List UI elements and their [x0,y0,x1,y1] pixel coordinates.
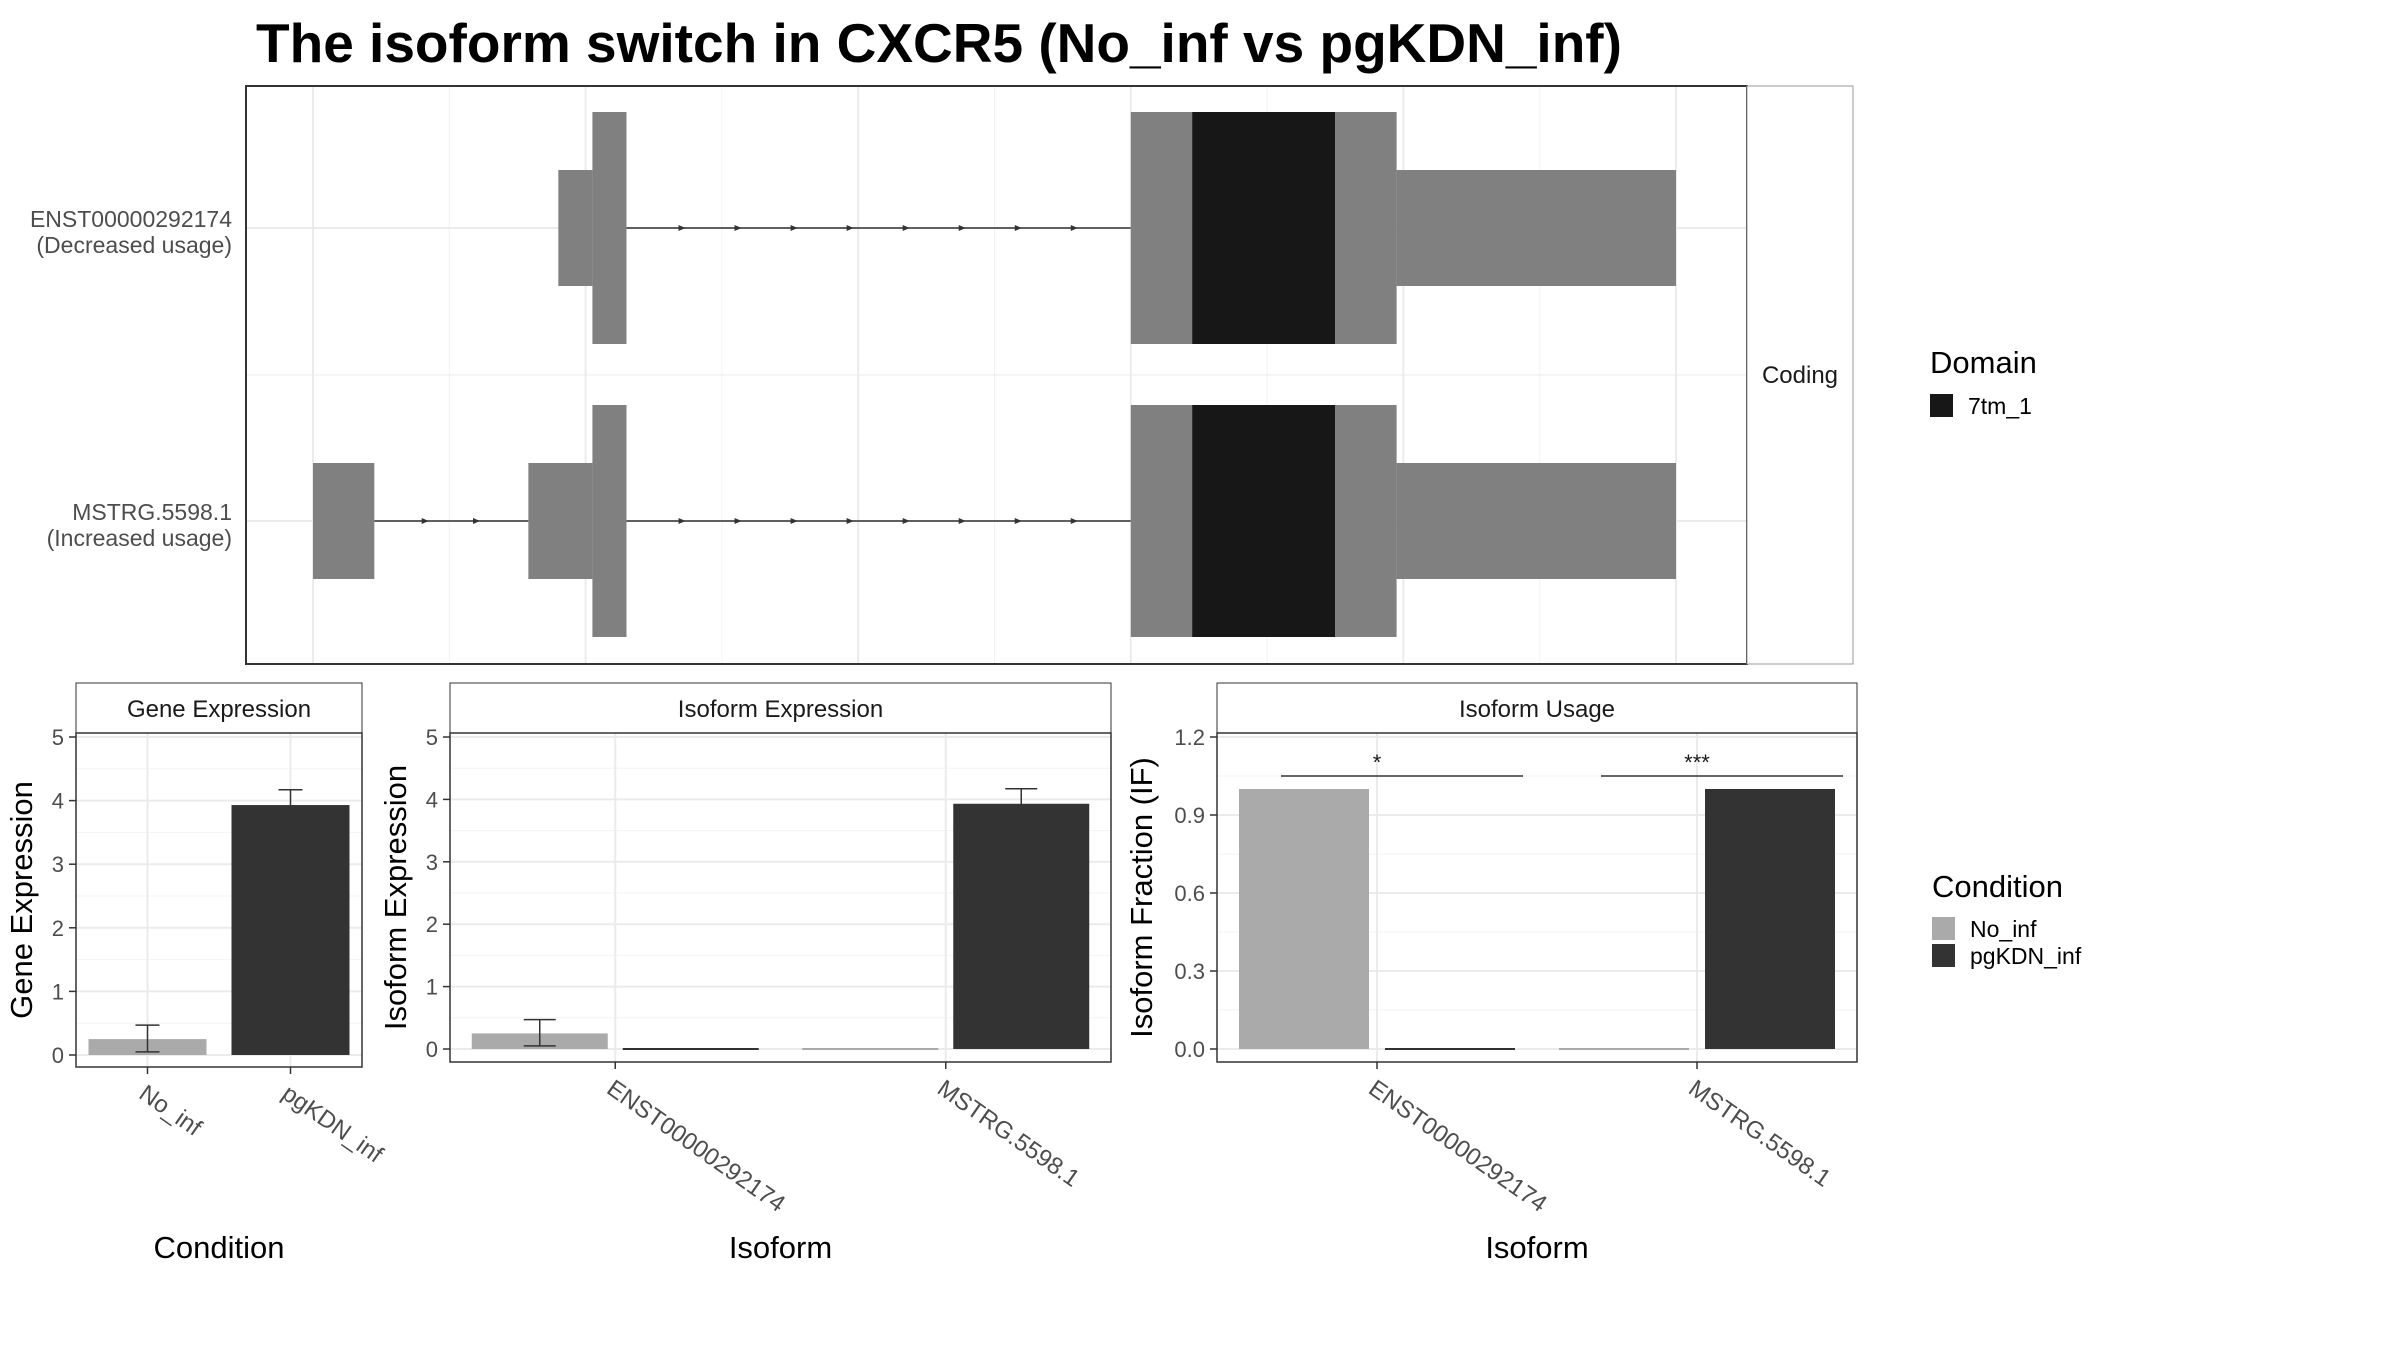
gene_expression-xlabel: Condition [154,1230,285,1265]
exon-block [592,405,627,637]
intron-arrow [958,518,966,524]
isoform_usage-ytick-label: 1.2 [1174,725,1205,750]
isoform_expression-ytick-label: 5 [426,725,438,750]
isoform_expression-ytick-label: 3 [426,850,438,875]
exon-block [1130,112,1193,344]
intron-arrow [846,225,854,231]
exon-block [592,112,627,344]
gene_expression-xtick-label: No_inf [134,1080,207,1142]
transcript-label: ENST00000292174 [30,206,232,232]
gene_expression-xtick-label: pgKDN_inf [277,1080,388,1169]
isoform_expression-strip-label: Isoform Expression [678,696,883,723]
isoform_usage-ytick-label: 0.3 [1174,959,1205,984]
exon-block [1335,405,1397,637]
intron-arrow [902,225,910,231]
isoform_expression-xtick-label: MSTRG.5598.1 [932,1075,1084,1193]
legend-domain: Domain 7tm_1 [1930,345,2037,419]
intron-arrow [902,518,910,524]
isoform_expression-ytick-label: 2 [426,912,438,937]
gene_expression-ytick-label: 2 [52,916,64,941]
isoform_expression-ylabel: Isoform Expression [378,765,413,1030]
isoform_usage-significance-label: *** [1684,750,1710,775]
isoform_usage-significance-label: * [1373,750,1382,775]
exon-block [558,170,593,286]
isoform_usage-ytick-label: 0.9 [1174,803,1205,828]
isoform_expression-xlabel: Isoform [729,1230,832,1265]
intron-arrow [734,225,742,231]
gene_expression-strip-label: Gene Expression [127,696,311,723]
chart-title: The isoform switch in CXCR5 (No_inf vs p… [256,12,1622,74]
isoform_usage-border [1216,732,1858,1063]
structure-strip [1746,85,1854,665]
legend-condition-label: No_inf [1970,916,2037,942]
gene_expression-border [75,732,363,1068]
domain-block [1192,405,1336,637]
transcript-usage-label: (Increased usage) [47,525,232,551]
gene_expression-ytick-label: 5 [52,725,64,750]
isoform_usage-bar [1239,789,1369,1049]
intron-arrow [734,518,742,524]
isoform_expression-xtick-label: ENST00000292174 [602,1075,790,1218]
gene_expression-strip [75,682,363,734]
structure-strip-label: Coding [1762,362,1838,389]
isoform_expression-ytick-label: 4 [426,787,438,812]
legend-condition-key [1932,944,1955,967]
isoform_usage-ytick-label: 0.6 [1174,881,1205,906]
isoform_usage-strip [1216,682,1858,734]
intron-arrow [473,518,481,524]
isoform_expression-bar [953,803,1090,1049]
isoform_usage-xlabel: Isoform [1485,1230,1588,1265]
isoform_usage-xtick-label: MSTRG.5598.1 [1684,1075,1836,1193]
gene_expression-ytick-label: 4 [52,789,64,814]
transcript-usage-label: (Decreased usage) [36,232,232,258]
intron-arrow [1070,225,1078,231]
gene_expression-panel: Gene Expression 0 1 2 3 4 5 No_inf pgKDN_inf Cond… [4,682,388,1265]
legend-condition-title: Condition [1932,869,2063,904]
intron-arrow [790,518,798,524]
transcript-label: MSTRG.5598.1 [72,499,232,525]
isoform_expression-ytick-label: 0 [426,1037,438,1062]
domain-block [1192,112,1336,344]
isoform_expression-ytick-label: 1 [426,975,438,1000]
intron-arrow [846,518,854,524]
exon-block [1396,463,1676,579]
intron-arrow [421,518,429,524]
legend-condition-key [1932,917,1955,940]
isoform_usage-strip-label: Isoform Usage [1459,696,1615,723]
intron-arrow [1014,225,1022,231]
intron-arrow [790,225,798,231]
legend-domain-title: Domain [1930,345,2037,380]
gene_expression-ytick-label: 0 [52,1043,64,1068]
isoform_usage-ylabel: Isoform Fraction (IF) [1124,757,1159,1038]
intron-arrow [678,518,686,524]
gene_expression-ylabel: Gene Expression [4,781,39,1019]
isoform_usage-xtick-label: ENST00000292174 [1364,1075,1552,1218]
exon-block [1335,112,1397,344]
intron-arrow [1070,518,1078,524]
gene_expression-ytick-label: 1 [52,979,64,1004]
isoform_usage-ytick-label: 0.0 [1174,1037,1205,1062]
isoform_expression-border [449,732,1112,1063]
isoform_expression-panel: Isoform Expression 0 1 2 3 4 5 ENST00000292174 M… [378,682,1112,1265]
legend-domain-label: 7tm_1 [1968,393,2032,419]
exon-block [1396,170,1676,286]
structure-panel: ENST00000292174(Decreased usage) MSTRG.55… [30,85,1854,665]
isoform_expression-strip [449,682,1112,734]
intron-arrow [958,225,966,231]
gene_expression-ytick-label: 3 [52,852,64,877]
transcript-track [313,405,1676,637]
gene_expression-bar [231,805,350,1055]
transcript-track [558,112,1676,344]
exon-block [1130,405,1193,637]
intron-arrow [1014,518,1022,524]
legend-domain-key [1930,394,1953,417]
exon-block [528,463,593,579]
legend-condition-label: pgKDN_inf [1970,943,2082,969]
isoform_usage-bar [1705,789,1835,1049]
exon-block [313,463,375,579]
intron-arrow [678,225,686,231]
